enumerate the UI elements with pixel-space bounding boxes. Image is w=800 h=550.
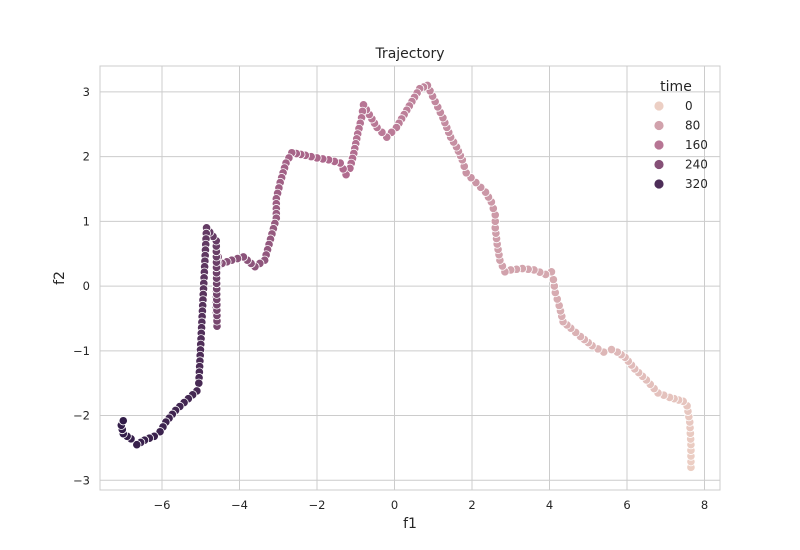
y-tick-label: 2 bbox=[83, 150, 90, 164]
x-tick-label: 4 bbox=[546, 498, 553, 512]
x-tick-label: −4 bbox=[231, 498, 248, 512]
legend: time 0 80 160 240 320 bbox=[653, 79, 708, 191]
data-point bbox=[606, 344, 617, 355]
data-point bbox=[548, 275, 558, 285]
x-axis-label: f1 bbox=[403, 516, 417, 532]
x-tick-label: 2 bbox=[468, 498, 475, 512]
y-tick-label: 0 bbox=[83, 279, 90, 293]
y-tick-label: −1 bbox=[73, 344, 90, 358]
legend-label: 320 bbox=[685, 177, 708, 191]
y-tick-label: 1 bbox=[83, 214, 90, 228]
y-axis-label: f2 bbox=[52, 271, 68, 285]
legend-marker bbox=[653, 178, 665, 190]
y-tick-label: −3 bbox=[73, 473, 90, 487]
y-tick-label: −2 bbox=[73, 409, 90, 423]
legend-title: time bbox=[660, 79, 692, 95]
data-point bbox=[132, 440, 142, 450]
legend-marker bbox=[653, 100, 665, 112]
legend-label: 80 bbox=[685, 119, 700, 133]
legend-marker bbox=[653, 120, 665, 131]
legend-label: 0 bbox=[685, 99, 693, 113]
x-tick-label: −2 bbox=[309, 498, 326, 512]
x-tick-label: 8 bbox=[701, 498, 708, 512]
y-tick-label: 3 bbox=[83, 85, 90, 99]
tick-labels: −6 −4 −2 0 2 4 6 8 −3 −2 −1 0 1 2 3 bbox=[73, 85, 708, 512]
legend-marker bbox=[653, 139, 665, 151]
data-point bbox=[118, 416, 128, 426]
legend-label: 160 bbox=[685, 138, 708, 152]
x-tick-label: 6 bbox=[623, 498, 630, 512]
legend-label: 240 bbox=[685, 158, 708, 172]
data-point bbox=[194, 378, 204, 388]
data-points bbox=[116, 80, 696, 472]
legend-marker bbox=[653, 159, 665, 170]
x-tick-label: 0 bbox=[391, 498, 398, 512]
x-tick-label: −6 bbox=[154, 498, 171, 512]
chart-title: Trajectory bbox=[374, 46, 444, 62]
grid bbox=[100, 66, 720, 490]
